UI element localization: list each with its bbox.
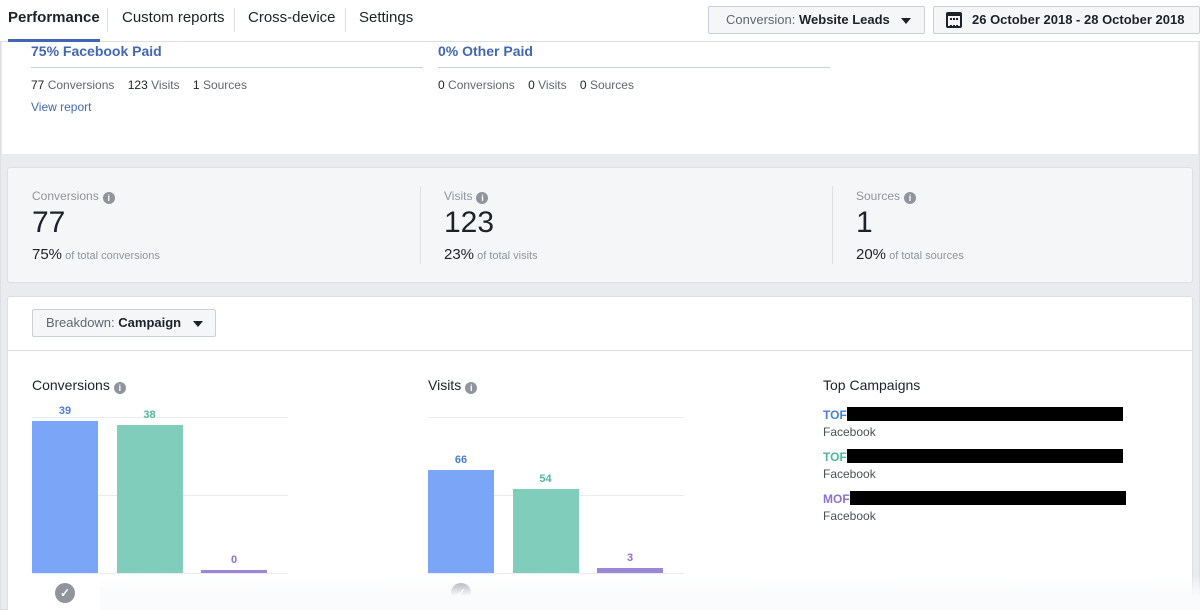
kpi-subtext: 20% of total sources	[856, 246, 964, 263]
view-report-link[interactable]: View report	[31, 100, 92, 114]
calendar-icon	[946, 12, 962, 28]
visits-chart: 66 54 3 ✓	[428, 397, 684, 603]
source-stats: 77 Conversions 123 Visits 1 Sources	[31, 78, 423, 92]
redacted-block	[846, 407, 1123, 421]
tab-cross-device[interactable]: Cross-device	[248, 9, 336, 26]
chart-bar[interactable]	[428, 470, 494, 573]
campaign-platform: Facebook	[823, 509, 876, 523]
tab-performance[interactable]: Performance	[8, 0, 100, 42]
breakdown-prefix: Breakdown:	[46, 315, 115, 330]
verified-check-icon: ✓	[451, 583, 471, 603]
kpi-divider	[832, 186, 833, 264]
stat-value: 0	[528, 78, 535, 92]
info-icon[interactable]: i	[113, 382, 126, 394]
chart-bar[interactable]	[32, 420, 98, 573]
chart-bar[interactable]	[201, 570, 267, 573]
source-stats: 0 Conversions 0 Visits 0 Sources	[438, 78, 830, 92]
source-title[interactable]: 75% Facebook Paid	[31, 42, 423, 68]
kpi-label: Sources i	[856, 189, 917, 204]
conversion-value: Website Leads	[799, 12, 890, 27]
breakdown-dropdown[interactable]: Breakdown: Campaign	[32, 309, 216, 337]
bar-value-label: 54	[539, 472, 552, 485]
chart-gridline	[32, 417, 288, 418]
chart-bar[interactable]	[116, 424, 183, 573]
campaign-item[interactable]: MOF Facebook	[823, 491, 1126, 523]
breakdown-value: Campaign	[118, 315, 182, 330]
campaign-name: TOF	[823, 407, 1123, 423]
conversions-chart: 39 38 0 ✓	[32, 397, 288, 603]
stat-label: Conversions	[448, 78, 515, 92]
verified-check-icon: ✓	[55, 583, 75, 603]
bar-value-label: 3	[626, 552, 634, 565]
stat-label: Conversions	[47, 78, 115, 92]
chart-gridline	[428, 573, 684, 574]
date-range-picker[interactable]: 26 October 2018 - 28 October 2018	[933, 6, 1200, 34]
stat-label: Visits	[151, 78, 180, 92]
tab-settings[interactable]: Settings	[359, 9, 414, 26]
info-icon[interactable]: i	[904, 192, 917, 204]
conversion-dropdown[interactable]: Conversion: Website Leads	[708, 6, 925, 34]
stat-value: 77	[31, 78, 45, 92]
bar-value-label: 39	[58, 404, 72, 417]
source-other-paid: 0% Other Paid 0 Conversions 0 Visits 0 S…	[438, 42, 830, 92]
kpi-panel: Conversions i 77 75% of total conversions…	[7, 167, 1193, 283]
info-icon[interactable]: i	[102, 192, 115, 204]
stat-value: 1	[192, 78, 200, 92]
breakdown-header: Breakdown: Campaign	[8, 297, 1192, 351]
top-nav: Performance Custom reports Cross-device …	[0, 0, 1200, 42]
kpi-label: Conversions i	[32, 189, 115, 204]
campaign-platform: Facebook	[823, 467, 876, 481]
redacted-block	[849, 491, 1126, 505]
campaign-platform: Facebook	[823, 425, 876, 439]
stat-value: 0	[438, 78, 445, 92]
kpi-value: 123	[444, 206, 495, 239]
campaign-name: MOF	[823, 491, 1126, 507]
campaign-item[interactable]: TOF Facebook	[823, 449, 1123, 481]
caret-down-icon	[901, 17, 912, 24]
date-range-label: 26 October 2018 - 28 October 2018	[972, 12, 1185, 27]
kpi-divider	[420, 186, 421, 264]
stat-label: Sources	[202, 78, 247, 92]
kpi-subtext: 23% of total visits	[444, 246, 538, 263]
chart-gridline	[428, 417, 684, 418]
info-icon[interactable]: i	[465, 382, 478, 394]
visits-chart-title: Visits i	[428, 377, 478, 394]
source-title[interactable]: 0% Other Paid	[438, 42, 830, 68]
tab-divider	[345, 8, 346, 32]
stat-value: 0	[579, 78, 587, 92]
campaign-name: TOF	[823, 449, 1123, 465]
bar-value-label: 38	[143, 408, 156, 421]
stat-label: Visits	[538, 78, 567, 92]
tab-divider	[234, 8, 235, 32]
chart-bar[interactable]	[597, 568, 663, 573]
caret-down-icon	[192, 320, 203, 327]
kpi-subtext: 75% of total conversions	[32, 246, 160, 263]
conversions-chart-title: Conversions i	[32, 377, 126, 394]
source-summary: 75% Facebook Paid 77 Conversions 123 Vis…	[2, 42, 1198, 154]
conversion-prefix: Conversion:	[726, 12, 796, 27]
stat-value: 123	[127, 78, 148, 92]
tab-custom-reports[interactable]: Custom reports	[122, 9, 225, 26]
breakdown-panel: Breakdown: Campaign Conversions i 39 38 0 ✓ …	[7, 296, 1193, 610]
kpi-value: 1	[856, 206, 873, 239]
bar-value-label: 0	[230, 554, 238, 566]
stat-label: Sources	[589, 78, 634, 92]
source-facebook-paid: 75% Facebook Paid 77 Conversions 123 Vis…	[31, 42, 423, 116]
chart-gridline	[32, 573, 288, 574]
kpi-label: Visits i	[444, 189, 489, 204]
redacted-block	[846, 449, 1123, 463]
info-icon[interactable]: i	[476, 192, 489, 204]
kpi-value: 77	[32, 206, 66, 239]
tab-divider	[107, 8, 108, 32]
bar-value-label: 66	[454, 454, 468, 467]
top-campaigns-title: Top Campaigns	[823, 377, 921, 393]
campaign-item[interactable]: TOF Facebook	[823, 407, 1123, 439]
chart-bar[interactable]	[512, 488, 579, 573]
